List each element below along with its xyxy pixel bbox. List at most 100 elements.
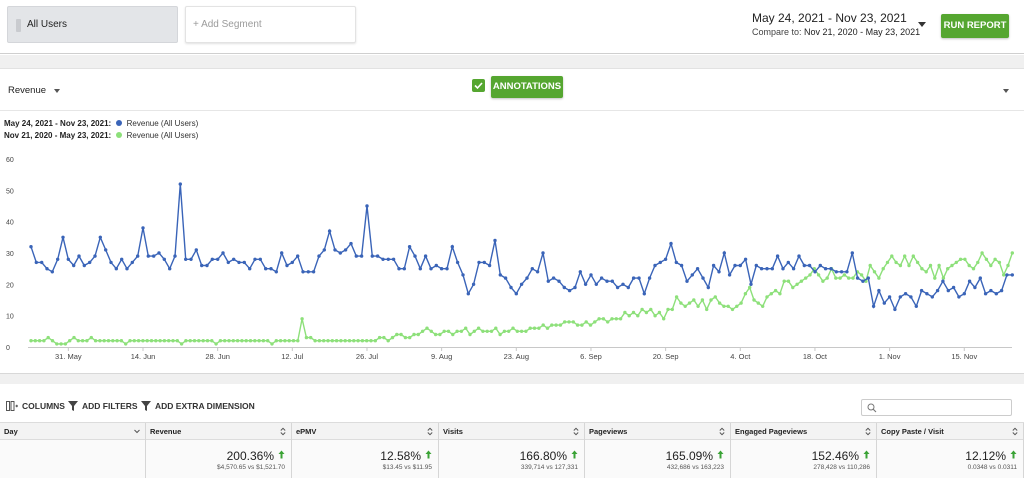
data-point[interactable] [330, 339, 334, 343]
data-point[interactable] [571, 320, 575, 324]
data-point[interactable] [567, 288, 572, 293]
data-point[interactable] [184, 257, 188, 261]
data-point[interactable] [978, 276, 982, 280]
data-point[interactable] [408, 335, 412, 340]
data-point[interactable] [301, 270, 305, 274]
data-point[interactable] [515, 329, 519, 333]
data-point[interactable] [610, 279, 614, 283]
data-point[interactable] [894, 260, 898, 265]
data-point[interactable] [98, 235, 103, 239]
data-point[interactable] [146, 254, 150, 258]
data-point[interactable] [425, 326, 429, 330]
data-point[interactable] [201, 339, 205, 343]
drag-handle-icon[interactable] [16, 19, 21, 32]
data-point[interactable] [761, 304, 765, 308]
column-header[interactable]: Copy Paste / Visit [877, 423, 1024, 441]
data-point[interactable] [489, 329, 494, 333]
data-point[interactable] [563, 320, 567, 324]
data-point[interactable] [334, 339, 339, 343]
data-point[interactable] [797, 254, 801, 258]
data-point[interactable] [759, 267, 764, 271]
data-point[interactable] [825, 276, 829, 280]
data-point[interactable] [845, 270, 849, 274]
data-point[interactable] [941, 276, 946, 280]
data-point[interactable] [877, 276, 881, 280]
sort-icon[interactable] [427, 427, 433, 436]
data-point[interactable] [838, 276, 842, 280]
data-point[interactable] [685, 279, 689, 283]
data-point[interactable] [653, 314, 657, 318]
data-point[interactable] [687, 301, 692, 305]
data-point[interactable] [924, 270, 928, 274]
data-point[interactable] [317, 339, 322, 343]
data-point[interactable] [128, 339, 132, 343]
date-dropdown-caret-icon[interactable] [918, 22, 926, 27]
data-point[interactable] [770, 267, 774, 271]
data-point[interactable] [418, 267, 422, 271]
data-point[interactable] [706, 285, 710, 290]
data-point[interactable] [696, 304, 700, 308]
data-point[interactable] [829, 267, 833, 271]
data-point[interactable] [1002, 273, 1006, 277]
data-point[interactable] [248, 339, 253, 343]
data-point[interactable] [390, 335, 395, 340]
data-point[interactable] [701, 276, 705, 280]
data-point[interactable] [530, 267, 534, 271]
data-point[interactable] [915, 260, 920, 265]
data-point[interactable] [311, 270, 316, 274]
data-point[interactable] [804, 276, 808, 280]
data-point[interactable] [42, 339, 46, 343]
data-point[interactable] [119, 339, 124, 343]
data-point[interactable] [360, 339, 365, 343]
data-point[interactable] [775, 254, 780, 258]
data-point[interactable] [248, 267, 252, 271]
data-point[interactable] [429, 329, 433, 333]
sort-icon[interactable] [1012, 427, 1018, 436]
data-point[interactable] [439, 267, 444, 271]
data-point[interactable] [752, 298, 756, 302]
data-point[interactable] [621, 282, 625, 286]
data-point[interactable] [502, 329, 507, 333]
data-point[interactable] [669, 241, 673, 246]
data-point[interactable] [717, 270, 721, 274]
data-point[interactable] [851, 276, 855, 280]
data-point[interactable] [519, 329, 524, 333]
data-point[interactable] [937, 263, 941, 268]
data-point[interactable] [882, 301, 886, 305]
data-point[interactable] [663, 257, 668, 261]
data-point[interactable] [683, 304, 687, 308]
column-header[interactable]: ePMV [292, 423, 439, 441]
data-point[interactable] [695, 267, 700, 271]
data-point[interactable] [89, 335, 94, 340]
data-point[interactable] [349, 241, 353, 246]
data-point[interactable] [626, 285, 630, 290]
data-point[interactable] [765, 267, 769, 271]
data-point[interactable] [242, 260, 246, 265]
data-point[interactable] [546, 279, 550, 283]
data-point[interactable] [494, 326, 498, 330]
data-point[interactable] [80, 339, 85, 343]
data-point[interactable] [690, 273, 694, 277]
data-point[interactable] [532, 326, 537, 330]
data-point[interactable] [903, 254, 907, 258]
data-point[interactable] [861, 279, 865, 283]
data-point[interactable] [466, 292, 470, 296]
data-point[interactable] [205, 263, 209, 268]
data-point[interactable] [580, 323, 584, 327]
data-point[interactable] [386, 339, 390, 343]
data-point[interactable] [989, 288, 993, 293]
data-point[interactable] [545, 326, 550, 330]
table-search-input[interactable] [861, 399, 1012, 416]
legend-compare[interactable]: Nov 21, 2020 - May 23, 2021: Revenue (Al… [4, 131, 198, 140]
data-point[interactable] [59, 342, 63, 346]
data-point[interactable] [957, 295, 961, 299]
data-point[interactable] [403, 335, 408, 340]
column-header[interactable]: Day [0, 423, 146, 441]
legend-current[interactable]: May 24, 2021 - Nov 23, 2021: Revenue (Al… [4, 119, 198, 128]
data-point[interactable] [158, 339, 162, 343]
data-point[interactable] [352, 339, 356, 343]
data-point[interactable] [610, 317, 614, 321]
data-point[interactable] [189, 257, 193, 261]
data-point[interactable] [77, 254, 81, 258]
data-point[interactable] [395, 332, 399, 337]
